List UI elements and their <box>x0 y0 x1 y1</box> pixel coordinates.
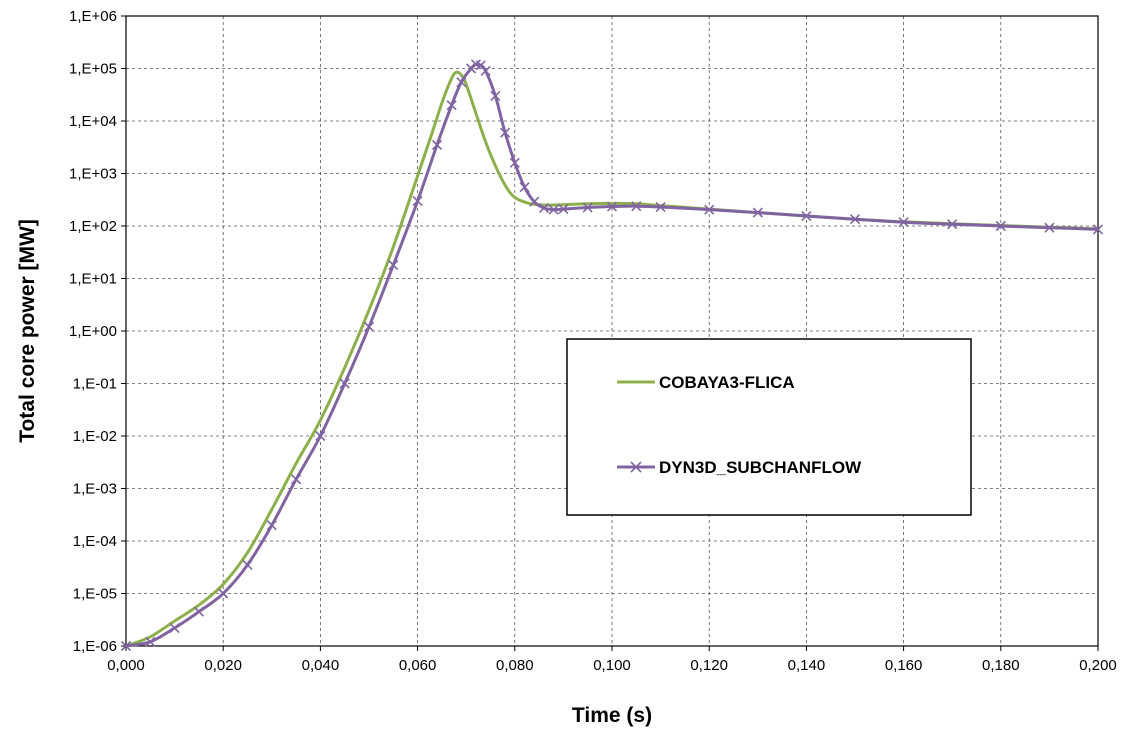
y-tick-label: 1,E+02 <box>69 218 117 235</box>
y-tick-label: 1,E-02 <box>73 428 117 445</box>
data-point <box>606 201 618 212</box>
data-point <box>947 219 958 230</box>
data-point <box>315 430 326 442</box>
y-tick-label: 1,E+03 <box>69 166 117 183</box>
data-point <box>446 100 457 111</box>
data-point <box>548 204 559 215</box>
series-2 <box>120 59 1104 652</box>
x-tick-labels: 0,000 0,020 0,040 0,060 0,080 0,100 0,120 0,140… <box>107 646 1117 674</box>
data-point <box>995 220 1006 232</box>
data-point <box>363 321 375 332</box>
y-tick-label: 1,E-05 <box>73 586 117 603</box>
legend-box <box>566 338 972 516</box>
x-tick-label: 0,100 <box>593 657 631 674</box>
data-point <box>519 182 530 193</box>
data-point <box>500 127 511 138</box>
y-tick-label: 1,E-01 <box>73 376 117 393</box>
data-point <box>1092 224 1104 235</box>
data-point <box>538 202 550 214</box>
y-tick-label: 1,E+01 <box>69 271 117 288</box>
data-point <box>582 202 593 213</box>
y-tick-label: 1,E-04 <box>73 533 117 550</box>
x-tick-label: 0,080 <box>496 657 534 674</box>
x-tick-label: 0,140 <box>788 657 826 674</box>
data-point <box>898 217 909 228</box>
data-point <box>145 636 156 647</box>
data-point <box>480 65 491 76</box>
x-tick-label: 0,060 <box>399 657 437 674</box>
data-point <box>655 201 666 213</box>
x-tick-label: 0,020 <box>204 657 242 674</box>
x-tick-label: 0,200 <box>1079 657 1117 674</box>
data-point <box>339 378 350 389</box>
legend-item-2: DYN3D_SUBCHANFLOW <box>617 458 862 477</box>
y-tick-label: 1,E+05 <box>69 61 117 78</box>
data-point <box>431 139 443 151</box>
x-tick-label: 0,180 <box>982 657 1020 674</box>
y-tick-label: 1,E+06 <box>69 8 117 25</box>
data-point <box>120 640 132 652</box>
data-point <box>242 559 253 571</box>
series-layer <box>120 59 1104 652</box>
legend-item-1: COBAYA3-FLICA <box>617 373 795 392</box>
data-point <box>801 210 812 222</box>
data-point <box>193 606 204 617</box>
data-point <box>218 588 229 599</box>
data-point <box>456 77 467 88</box>
data-point <box>704 204 715 215</box>
data-point <box>849 214 861 225</box>
data-point <box>558 204 569 215</box>
data-point <box>752 207 763 218</box>
legend: COBAYA3-FLICA DYN3D_SUBCHANFLOW <box>566 338 972 516</box>
grid <box>126 16 1098 646</box>
data-point <box>490 90 501 102</box>
data-point <box>291 474 302 485</box>
data-point <box>169 622 180 634</box>
x-axis-title: Time (s) <box>572 704 652 727</box>
x-tick-label: 0,040 <box>302 657 340 674</box>
data-point <box>509 157 520 168</box>
y-tick-label: 1,E-06 <box>73 638 117 655</box>
legend-label: COBAYA3-FLICA <box>659 373 795 392</box>
legend-marker <box>630 461 642 473</box>
y-tick-label: 1,E-03 <box>73 481 117 498</box>
y-axis-title: Total core power [MW] <box>16 219 39 443</box>
y-tick-labels: 1,E+06 1,E+05 1,E+04 1,E+03 1,E+02 1,E+01 1,E+… <box>69 8 126 655</box>
data-point <box>412 195 423 207</box>
data-point <box>1044 222 1055 233</box>
y-tick-label: 1,E+00 <box>69 323 117 340</box>
data-point <box>529 196 540 207</box>
y-tick-label: 1,E+04 <box>69 113 117 130</box>
x-tick-label: 0,160 <box>885 657 923 674</box>
data-point <box>631 201 642 212</box>
x-tick-label: 0,120 <box>690 657 728 674</box>
legend-label: DYN3D_SUBCHANFLOW <box>659 458 862 477</box>
x-tick-label: 0,000 <box>107 657 145 674</box>
data-point <box>266 520 277 531</box>
data-point <box>388 260 399 271</box>
